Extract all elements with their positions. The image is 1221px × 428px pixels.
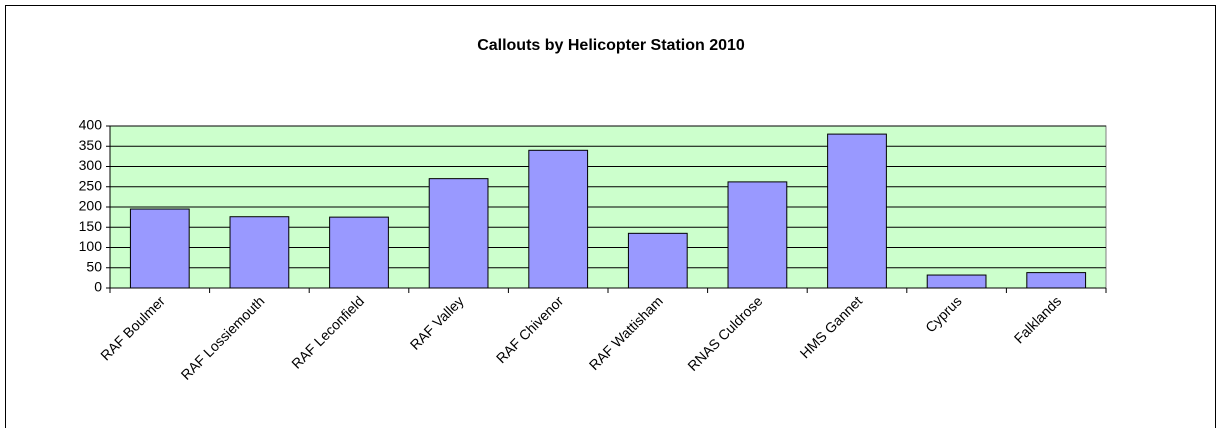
bar (727, 181, 788, 289)
y-tick-label: 200 (79, 198, 103, 214)
y-tick-label: 0 (94, 279, 102, 295)
bar (827, 133, 887, 289)
bar (229, 216, 290, 289)
bar (129, 208, 190, 289)
y-tick-label: 250 (79, 177, 103, 193)
bar (428, 178, 489, 289)
bar (926, 274, 987, 289)
y-tick-label: 350 (79, 137, 103, 153)
bar (528, 149, 589, 289)
y-tick-label: 100 (79, 238, 103, 254)
bar (329, 216, 389, 289)
y-tick-label: 300 (79, 157, 103, 173)
bar (1026, 272, 1087, 289)
y-tick-label: 400 (79, 117, 103, 133)
bar (627, 232, 688, 289)
y-tick-label: 50 (86, 258, 102, 274)
chart-title: Callouts by Helicopter Station 2010 (477, 37, 745, 54)
y-tick-label: 150 (79, 218, 103, 234)
